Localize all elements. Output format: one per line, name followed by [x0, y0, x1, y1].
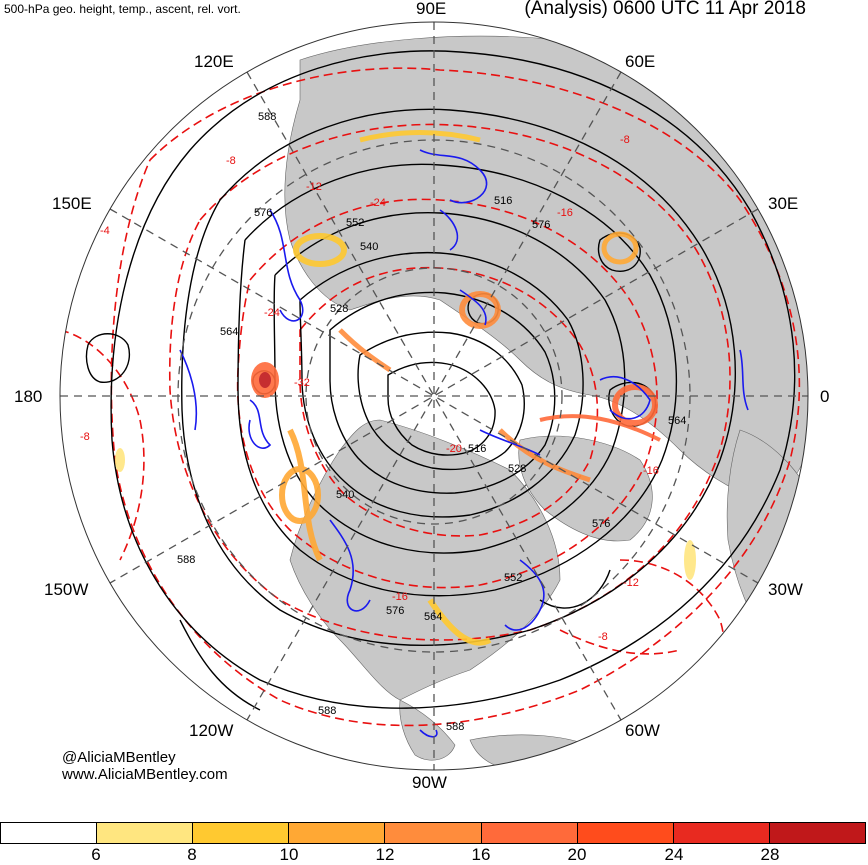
longitude-label-0: 0	[820, 387, 830, 406]
colorbar-segment	[289, 823, 386, 843]
temp-label: -12	[623, 577, 639, 589]
height-labels: 588 576 552 540 528 564 516 576 552 576 …	[177, 111, 686, 733]
height-label: 540	[360, 241, 378, 253]
colorbar-segment	[769, 823, 865, 843]
colorbar-tick: 10	[279, 845, 299, 864]
author-handle: @AliciaMBentley	[62, 749, 176, 766]
vorticity-colorbar	[0, 822, 866, 844]
height-label: 564	[220, 326, 238, 338]
colorbar-segment	[97, 823, 194, 843]
height-label: 540	[336, 489, 354, 501]
colorbar-segment	[673, 823, 770, 843]
temp-label: -32	[294, 377, 310, 389]
central-america-land	[399, 699, 456, 761]
analysis-time: (Analysis) 0600 UTC 11 Apr 2018	[524, 0, 806, 19]
temp-label: -8	[226, 155, 236, 167]
greenland-land	[518, 435, 653, 542]
temp-label: -8	[598, 631, 608, 643]
height-label: 588	[177, 554, 195, 566]
temp-label: -12	[306, 181, 322, 193]
map-description: 500-hPa geo. height, temp., ascent, rel.…	[4, 2, 241, 16]
height-label: 588	[258, 111, 276, 123]
temp-label: -16	[643, 465, 659, 477]
colorbar-segment	[577, 823, 674, 843]
colorbar-segment	[1, 823, 98, 843]
longitude-label-120e: 120E	[194, 52, 234, 71]
height-label: 564	[424, 611, 442, 623]
colorbar-segment	[385, 823, 482, 843]
longitude-label-90w: 90W	[412, 773, 447, 792]
colorbar-tick: 8	[187, 845, 197, 864]
ascent-contours	[179, 149, 749, 738]
height-label: 516	[494, 195, 512, 207]
colorbar-segment	[193, 823, 290, 843]
temp-label: -16	[557, 207, 573, 219]
temp-label: -24	[370, 197, 386, 209]
temp-label: -4	[100, 225, 110, 237]
temp-label: -8	[80, 431, 90, 443]
longitude-label-90e: 90E	[416, 0, 447, 18]
colorbar-tick: 24	[664, 845, 684, 864]
longitude-label-60w: 60W	[625, 721, 660, 740]
colorbar-tick: 28	[760, 845, 780, 864]
author-website[interactable]: www.AliciaMBentley.com	[62, 766, 228, 783]
temp-label: -16	[392, 591, 408, 603]
temp-label: -24	[264, 307, 280, 319]
longitude-label-60e: 60E	[625, 52, 656, 71]
height-label: 528	[508, 463, 526, 475]
height-label: 516	[468, 443, 486, 455]
north-america-land	[289, 419, 561, 701]
height-label: 552	[346, 217, 364, 229]
longitude-label-180: 180	[14, 387, 43, 406]
colorbar-segment	[481, 823, 578, 843]
longitude-label-150w: 150W	[44, 580, 89, 599]
height-label: 588	[318, 705, 336, 717]
height-label: 576	[592, 518, 610, 530]
temp-label: -20	[446, 443, 462, 455]
colorbar-tick: 6	[91, 845, 101, 864]
height-label: 576	[386, 605, 404, 617]
longitude-label-120w: 120W	[189, 721, 234, 740]
temp-label: -8	[620, 134, 630, 146]
map-boundary	[59, 21, 809, 771]
polar-stereographic-map: 588 576 552 540 528 564 516 576 552 576 …	[59, 21, 809, 771]
temp-labels: -8 -12 -16 -24 -32 -16 -12 -8 -4 -8 -8 -…	[80, 134, 659, 643]
height-label: 576	[532, 219, 550, 231]
graticule	[60, 22, 808, 770]
height-label: 564	[668, 415, 686, 427]
longitude-label-30e: 30E	[768, 194, 799, 213]
height-label: 552	[504, 572, 522, 584]
height-label: 576	[254, 207, 272, 219]
longitude-label-30w: 30W	[768, 580, 803, 599]
longitude-label-150e: 150E	[52, 194, 92, 213]
vorticity-shading	[115, 130, 696, 646]
height-label: 588	[446, 721, 464, 733]
colorbar-tick: 20	[567, 845, 587, 864]
height-label: 528	[330, 303, 348, 315]
colorbar-tick: 16	[471, 845, 491, 864]
colorbar-tick: 12	[375, 845, 395, 864]
height-contours	[85, 50, 796, 711]
